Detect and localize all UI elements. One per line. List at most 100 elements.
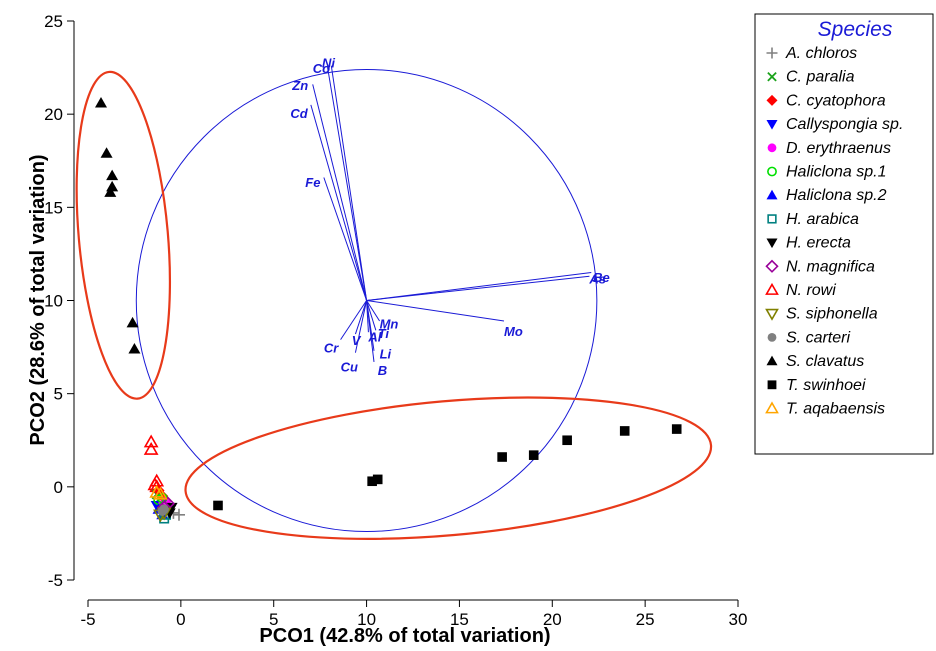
data-point <box>367 476 377 487</box>
legend-marker <box>766 119 778 130</box>
legend-entry-label: A. chloros <box>785 45 857 62</box>
legend-marker <box>765 282 779 295</box>
x-tick-label: 5 <box>269 610 278 629</box>
y-axis-ticks: -5 0 5 10 15 20 25 <box>44 12 74 590</box>
vector-label-cr: Cr <box>324 341 339 356</box>
group-ellipse-2 <box>184 396 713 540</box>
y-tick-label: -5 <box>48 571 63 590</box>
data-point <box>372 474 383 485</box>
legend-entry-label: C. paralia <box>786 69 855 86</box>
vector-be <box>366 272 592 301</box>
vector-label-v: V <box>352 333 362 348</box>
vector-label-mo: Mo <box>504 324 523 339</box>
legend-entry-label: D. erythraenus <box>786 140 891 157</box>
legend-marker <box>767 143 777 153</box>
legend-entries: A. chloros C. paralia C. cyatophora Callysp… <box>765 45 903 418</box>
legend-marker <box>767 380 777 390</box>
legend-entry-label: H. arabica <box>786 211 859 228</box>
vector-label-li: Li <box>380 346 392 361</box>
vector-mn <box>366 300 380 322</box>
x-tick-label: 15 <box>450 610 469 629</box>
data-point <box>173 508 185 521</box>
data-points <box>95 96 682 524</box>
y-tick-label: 15 <box>44 198 63 217</box>
legend-entry-label: S. carteri <box>786 329 850 346</box>
x-tick-label: 20 <box>543 610 562 629</box>
legend-marker <box>766 47 778 59</box>
vector-label-ti: Ti <box>378 326 390 341</box>
data-point <box>104 186 117 197</box>
group-ellipses <box>75 70 713 540</box>
legend-entry-label: N. magnifica <box>786 258 875 275</box>
data-point <box>562 435 572 446</box>
x-tick-label: 10 <box>357 610 376 629</box>
data-point <box>528 450 539 460</box>
vector-label-cd: Cd <box>290 106 308 121</box>
legend-marker <box>765 308 779 321</box>
legend-box <box>754 13 934 455</box>
legend-marker <box>767 214 777 224</box>
data-point <box>128 342 141 354</box>
vector-as <box>366 275 590 301</box>
correlation-circle <box>135 68 598 533</box>
y-tick-label: 0 <box>54 478 63 497</box>
vector-label-be: Be <box>593 270 610 285</box>
legend-marker <box>766 355 778 366</box>
data-point <box>671 424 682 434</box>
legend-marker <box>767 166 777 177</box>
legend-marker <box>767 71 777 82</box>
legend-marker <box>765 401 779 414</box>
group-ellipse-1 <box>75 70 172 400</box>
vector-label-cu: Cu <box>341 359 358 374</box>
legend-entry-label: T. aqabaensis <box>786 401 885 418</box>
data-point <box>149 484 165 498</box>
vector-label-as: As <box>588 272 606 287</box>
data-point <box>143 434 159 448</box>
x-tick-label: 30 <box>729 610 748 629</box>
vector-cu <box>354 300 368 353</box>
x-axis-title: PCO1 (42.8% of total variation) <box>259 625 550 647</box>
data-point <box>143 441 159 455</box>
data-point <box>619 426 630 436</box>
vector-ti <box>366 300 377 331</box>
legend: Species A. chloros C. paralia C. cyatophor… <box>754 13 934 455</box>
vector-label-zn: Zn <box>291 78 308 93</box>
legend-entry-label: Haliclona sp.2 <box>786 187 887 204</box>
data-point <box>106 169 119 181</box>
vector-v <box>354 300 368 335</box>
data-point <box>153 486 168 500</box>
legend-marker <box>766 238 778 249</box>
legend-entry-label: Callyspongia sp. <box>786 116 903 133</box>
vector-ni <box>330 65 368 301</box>
legend-marker <box>767 333 777 342</box>
vector-label-fe: Fe <box>305 175 320 190</box>
data-point <box>95 96 107 108</box>
x-axis-ticks: -5 0 5 10 15 20 25 30 <box>80 600 747 629</box>
data-point <box>497 452 507 462</box>
legend-entry-label: H. erecta <box>786 235 851 252</box>
vector-co <box>327 67 368 301</box>
y-axis-title: PCO2 (28.6% of total variation) <box>27 154 49 445</box>
x-tick-label: 25 <box>636 610 655 629</box>
legend-marker <box>765 259 779 273</box>
vector-label-mn: Mn <box>380 316 399 331</box>
legend-entry-label: S. clavatus <box>786 353 864 370</box>
y-tick-label: 10 <box>44 292 63 311</box>
vector-label-co: Co <box>313 61 330 76</box>
vector-label-al: Al <box>367 329 381 344</box>
y-tick-label: 20 <box>44 105 63 124</box>
vector-fe <box>323 177 368 301</box>
legend-entry-label: T. swinhoei <box>786 377 866 394</box>
legend-entry-label: N. rowi <box>786 282 836 299</box>
y-tick-label: 25 <box>44 12 63 31</box>
vector-label-b: B <box>378 363 387 378</box>
vector-zn <box>312 84 368 301</box>
data-point <box>213 500 223 511</box>
x-tick-label: 0 <box>176 610 185 629</box>
y-tick-label: 5 <box>54 385 63 404</box>
legend-marker <box>766 189 778 200</box>
x-tick-label: -5 <box>80 610 95 629</box>
data-point <box>100 147 113 158</box>
legend-marker <box>766 94 778 106</box>
